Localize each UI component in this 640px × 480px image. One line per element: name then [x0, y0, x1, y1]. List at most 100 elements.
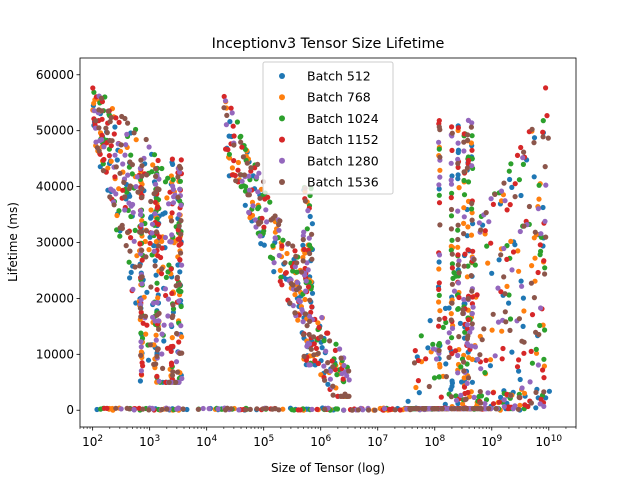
data-point — [156, 243, 162, 249]
data-point — [173, 379, 179, 385]
data-point — [261, 228, 267, 234]
data-point — [91, 108, 97, 114]
data-point — [147, 342, 153, 348]
data-point — [333, 341, 339, 347]
data-point — [457, 320, 463, 326]
data-point — [177, 269, 183, 275]
data-point — [477, 352, 483, 358]
data-point — [436, 252, 443, 258]
data-point — [154, 287, 160, 293]
data-point — [471, 256, 477, 263]
data-point — [521, 223, 527, 229]
data-point — [154, 353, 160, 359]
data-point — [521, 350, 527, 356]
data-point — [303, 288, 309, 294]
data-point — [163, 274, 169, 280]
data-point — [516, 316, 523, 322]
data-point — [496, 257, 502, 263]
data-point — [113, 164, 119, 170]
data-point — [128, 213, 134, 220]
data-point — [483, 210, 489, 216]
data-point — [322, 406, 328, 412]
data-point — [159, 165, 165, 172]
data-point — [132, 227, 138, 233]
data-point — [282, 260, 288, 266]
data-point — [413, 405, 419, 411]
data-point — [139, 229, 145, 235]
data-point — [541, 375, 547, 381]
data-point — [465, 179, 472, 185]
data-point — [243, 184, 249, 190]
data-point — [174, 274, 180, 280]
data-point — [149, 230, 155, 236]
data-point — [138, 222, 145, 228]
data-point — [455, 176, 461, 182]
data-point — [468, 232, 475, 238]
data-point — [100, 161, 106, 167]
data-point — [339, 371, 345, 377]
data-point — [175, 194, 181, 200]
data-point — [169, 210, 175, 216]
data-point — [500, 345, 506, 352]
data-point — [478, 393, 485, 399]
data-point — [119, 225, 125, 231]
data-point — [469, 321, 475, 327]
data-point — [501, 180, 507, 186]
data-point — [443, 319, 449, 326]
data-point — [436, 266, 442, 272]
data-point — [415, 378, 421, 384]
data-point — [448, 160, 454, 166]
data-point — [146, 144, 152, 150]
data-point — [538, 396, 544, 402]
data-point — [306, 331, 312, 338]
data-point — [152, 258, 158, 264]
data-point — [124, 131, 130, 137]
data-point — [505, 404, 512, 410]
data-point — [177, 257, 183, 263]
data-point — [538, 305, 544, 311]
data-point — [332, 347, 338, 353]
data-point — [170, 343, 176, 349]
data-point — [507, 202, 513, 208]
data-point — [508, 161, 514, 167]
data-point — [144, 172, 150, 178]
data-point — [150, 314, 156, 320]
data-point — [448, 311, 454, 317]
data-point — [280, 406, 286, 412]
data-point — [541, 389, 547, 395]
data-point — [487, 363, 493, 369]
data-point — [238, 139, 244, 145]
data-point — [531, 295, 538, 301]
data-point — [276, 227, 282, 233]
data-point — [169, 156, 175, 162]
data-point — [455, 222, 461, 228]
data-point — [344, 373, 350, 379]
x-tick-label: 1010 — [535, 434, 562, 449]
data-point — [469, 311, 475, 317]
data-point — [130, 201, 136, 208]
data-point — [91, 100, 97, 106]
data-point — [283, 270, 289, 276]
legend-marker — [279, 115, 285, 122]
data-point — [152, 211, 158, 217]
data-point — [495, 285, 501, 291]
data-point — [397, 407, 403, 413]
data-point — [486, 406, 492, 412]
data-point — [169, 232, 175, 238]
data-point — [301, 229, 307, 235]
data-point — [490, 401, 497, 407]
data-point — [478, 366, 484, 372]
data-point — [542, 218, 548, 224]
data-point — [296, 297, 302, 303]
data-point — [139, 247, 145, 253]
data-point — [442, 315, 448, 321]
data-point — [471, 394, 477, 400]
data-point — [461, 263, 467, 269]
data-point — [246, 173, 252, 179]
data-point — [537, 401, 543, 407]
data-point — [226, 151, 232, 157]
data-point — [114, 157, 120, 163]
data-point — [307, 250, 313, 257]
data-point — [449, 261, 455, 267]
data-point — [514, 152, 521, 158]
